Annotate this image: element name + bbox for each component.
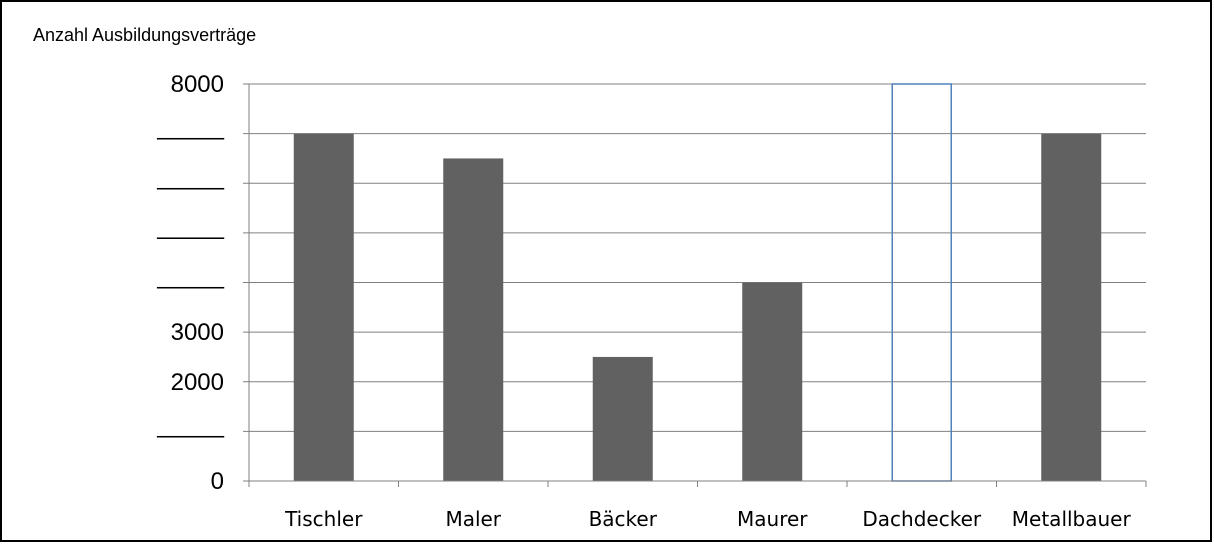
- y-tick-label: 2000: [171, 369, 224, 396]
- x-tick-label: Bäcker: [589, 507, 658, 531]
- axes: [243, 83, 1147, 487]
- y-tick-blank-label: _____: [156, 263, 224, 290]
- y-tick-labels: 8000 _____ _____ _____ _____ 3000 2000 _____ 0: [156, 71, 224, 495]
- bar-maurer: [742, 282, 803, 481]
- y-tick-blank-label: _____: [156, 411, 224, 438]
- x-tick-labels: Tischler Maler Bäcker Maurer Dachdecker Metal…: [284, 507, 1131, 531]
- gridlines: [249, 83, 1146, 432]
- bar-bäcker: [592, 356, 653, 481]
- bar-tischler: [293, 133, 354, 481]
- y-tick-label: 0: [211, 468, 224, 495]
- bars: [293, 83, 1102, 482]
- y-tick-blank-label: _____: [156, 213, 224, 240]
- y-tick-label: 8000: [171, 71, 224, 98]
- y-axis-label: Anzahl Ausbildungsverträge: [33, 25, 256, 45]
- y-tick-blank-label: _____: [156, 163, 224, 190]
- y-tick-label: 3000: [171, 319, 224, 346]
- x-tick-label: Metallbauer: [1012, 507, 1132, 531]
- x-tick-label: Tischler: [284, 507, 363, 531]
- bar-maler: [443, 158, 504, 481]
- x-tick-label: Maler: [445, 507, 501, 531]
- x-tick-label: Dachdecker: [862, 507, 981, 531]
- bar-metallbauer: [1041, 133, 1102, 481]
- x-tick-label: Maurer: [737, 507, 808, 531]
- y-tick-blank-label: _____: [156, 114, 224, 141]
